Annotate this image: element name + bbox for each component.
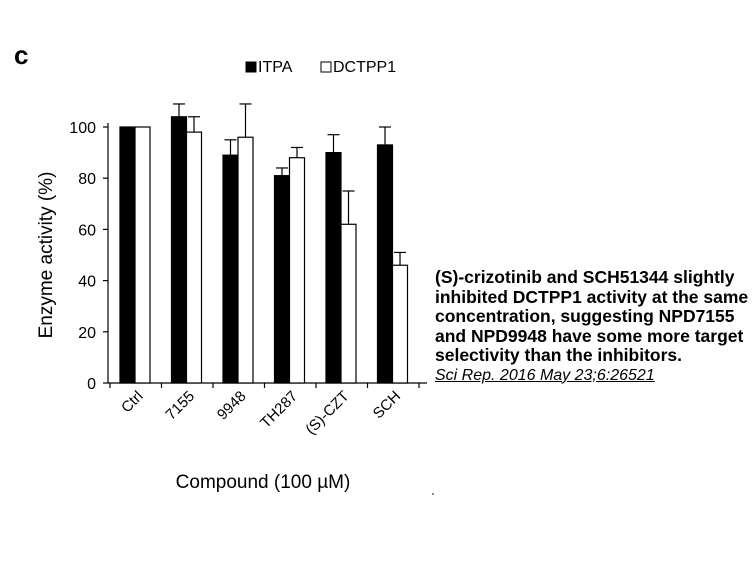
bar-dctpp1	[237, 136, 254, 384]
chart-bars	[119, 103, 409, 384]
legend-label-itpa: ITPA	[258, 59, 293, 76]
bar-itpa	[325, 152, 342, 384]
x-tick-label: 9948	[214, 388, 250, 424]
y-axis-label: Enzyme activity (%)	[36, 172, 57, 339]
figure-caption: (S)-crizotinib and SCH51344 slightly inh…	[435, 267, 753, 385]
chart-legend: ITPA DCTPP1	[245, 59, 396, 76]
panel-label: c	[14, 40, 29, 70]
legend-swatch-itpa	[245, 61, 257, 73]
y-tick-label: 20	[78, 325, 96, 342]
bar-itpa	[170, 116, 188, 384]
bar-dctpp1	[288, 157, 306, 384]
citation-link[interactable]: Sci Rep. 2016 May 23;6:26521	[435, 366, 655, 384]
bar-itpa	[222, 154, 239, 384]
x-axis-label: Compound (100 µM)	[176, 472, 351, 493]
legend-label-dctpp1: DCTPP1	[333, 59, 396, 76]
y-tick-label: 80	[78, 171, 96, 188]
y-tick-label: 100	[69, 120, 96, 137]
x-tick-label: (S)-CZT	[302, 388, 352, 438]
x-tick-label: Ctrl	[118, 388, 147, 417]
stray-mark	[432, 493, 434, 495]
x-tick-label: 7155	[162, 388, 198, 424]
caption-text: (S)-crizotinib and SCH51344 slightly inh…	[435, 267, 749, 365]
y-tick-label: 60	[78, 222, 96, 239]
bar-dctpp1	[391, 264, 409, 384]
x-tick-label: TH287	[257, 388, 301, 432]
y-tick-label: 40	[78, 274, 96, 291]
bar-itpa	[273, 175, 291, 384]
bar-itpa	[119, 126, 136, 384]
y-tick-label: 0	[87, 376, 96, 393]
bar-dctpp1	[134, 126, 151, 384]
x-tick-label: SCH	[370, 388, 404, 422]
legend-swatch-dctpp1	[320, 61, 332, 73]
bar-dctpp1	[185, 131, 203, 384]
bar-itpa	[376, 144, 394, 384]
bar-dctpp1	[340, 223, 357, 384]
